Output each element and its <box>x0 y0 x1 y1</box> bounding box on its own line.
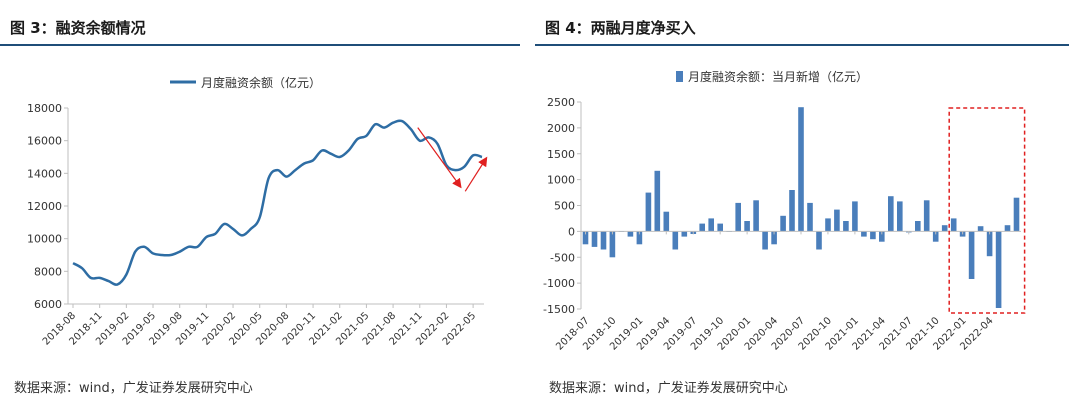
margin-balance-line-chart: 月度融资余额（亿元） 6000 8000 10000 12000 14000 16000 18… <box>27 75 488 348</box>
y-tick-label: 500 <box>554 200 575 213</box>
monthly-net-buy-bar-chart: 月度融资余额：当月新增（亿元） -1500 -1000 -500 0 500 1000 150… <box>543 69 1026 353</box>
y-tick-label: -1500 <box>543 303 575 316</box>
bar-undefined <box>1013 197 1020 232</box>
y-tick-label: 0 <box>568 225 575 238</box>
bar-2021-12 <box>950 218 957 232</box>
bar-2021-03 <box>870 231 876 240</box>
bar-2021-06 <box>897 201 903 232</box>
bar-2018-09 <box>600 231 607 250</box>
y-tick-label: 10000 <box>27 233 62 246</box>
y-tick-label: 2000 <box>547 122 575 135</box>
figure-3-title: 图 3：融资余额情况 <box>10 19 146 37</box>
bar-2020-12 <box>843 221 849 232</box>
bar-2020-08 <box>807 202 813 232</box>
y-tick-label: 1000 <box>547 174 575 187</box>
bar-2020-07 <box>798 107 804 232</box>
y-tick-label: 18000 <box>27 102 62 115</box>
figure-3-title-rule <box>0 44 520 46</box>
bar-2022-02 <box>968 231 975 279</box>
bar-2021-10 <box>932 231 939 242</box>
bar-2020-01 <box>744 221 750 232</box>
bar-2021-01 <box>852 201 858 232</box>
margin-balance-series-line <box>72 119 483 286</box>
bar-2019-09 <box>708 218 714 232</box>
bar-2019-06 <box>681 231 688 237</box>
bar-2020-11 <box>834 209 840 232</box>
bar-2019-10 <box>717 223 723 232</box>
bar-2022-04 <box>986 231 993 257</box>
bar-2020-06 <box>789 190 795 232</box>
bar-2022-05 <box>995 231 1002 308</box>
y-tick-label: 8000 <box>34 265 62 278</box>
bar-2019-01 <box>636 231 643 245</box>
y-tick-label: 6000 <box>34 298 62 311</box>
bar-2020-02 <box>753 200 759 232</box>
figure-4-panel: 图 4：两融月度净买入 月度融资余额：当月新增（亿元） -1500 -1000 -50… <box>535 0 1069 410</box>
bar-2018-10 <box>609 231 616 258</box>
y-tick-label: 2500 <box>547 96 575 109</box>
figure-3-source: 数据来源：wind，广发证券发展研究中心 <box>14 381 253 396</box>
y-tick-label: 16000 <box>27 135 62 148</box>
figure-4-title: 图 4：两融月度净买入 <box>545 19 696 37</box>
bar-2019-05 <box>672 231 679 250</box>
bar-2019-12 <box>735 202 741 232</box>
legend-bar-swatch <box>676 71 683 82</box>
y-tick-label: 12000 <box>27 200 62 213</box>
up-trend-arrow <box>464 156 488 192</box>
bar-2018-07 <box>582 231 589 245</box>
y-tick-label: 14000 <box>27 167 62 180</box>
bar-2020-03 <box>762 231 768 250</box>
bar-2018-12 <box>627 231 634 237</box>
bar-2021-02 <box>861 231 867 237</box>
bar-2019-02 <box>645 192 652 232</box>
bar-2020-10 <box>825 218 831 232</box>
bar-2020-09 <box>816 231 822 250</box>
down-trend-arrow <box>417 127 462 189</box>
bar-2021-04 <box>879 231 885 242</box>
figure-4-title-rule <box>535 44 1069 46</box>
y-tick-label: -1000 <box>543 277 575 290</box>
bar-2022-06 <box>1004 225 1011 232</box>
figure-4-source: 数据来源：wind，广发证券发展研究中心 <box>549 381 788 396</box>
legend-label: 月度融资余额：当月新增（亿元） <box>688 69 868 84</box>
bar-2019-04 <box>663 211 670 232</box>
bar-2019-03 <box>654 170 661 232</box>
y-tick-label: 1500 <box>547 148 575 161</box>
highlight-box <box>948 107 1026 314</box>
bar-2022-03 <box>977 226 984 232</box>
bar-2019-08 <box>699 223 705 232</box>
figure-3-panel: 图 3：融资余额情况 月度融资余额（亿元） 6000 8000 10000 12000 1… <box>0 0 520 410</box>
bar-2020-05 <box>780 215 786 232</box>
bar-2021-05 <box>888 196 894 232</box>
bar-2021-08 <box>915 221 921 232</box>
bar-2021-09 <box>923 200 930 232</box>
bar-2021-11 <box>941 225 948 232</box>
bar-2020-04 <box>771 231 777 245</box>
legend-label: 月度融资余额（亿元） <box>201 75 321 90</box>
bar-2018-08 <box>591 231 598 247</box>
y-tick-label: -500 <box>550 251 575 264</box>
